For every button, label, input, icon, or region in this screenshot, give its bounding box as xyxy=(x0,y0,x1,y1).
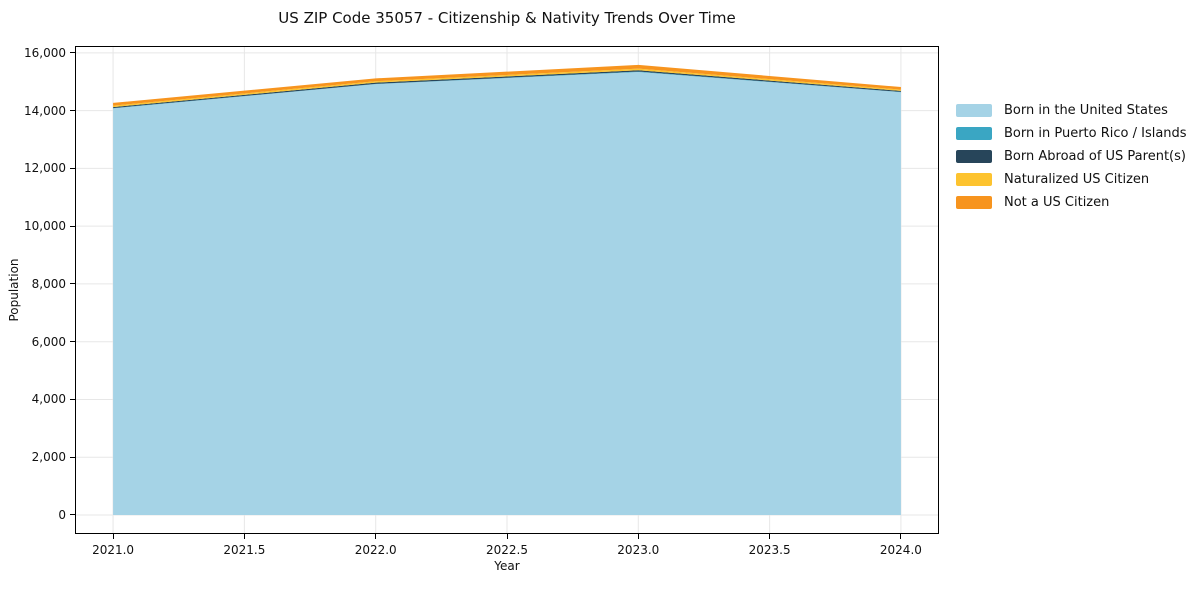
legend-swatch xyxy=(956,173,992,186)
y-tick-mark xyxy=(70,514,75,516)
x-tick-mark xyxy=(243,534,245,539)
legend-label: Born in the United States xyxy=(1004,103,1168,118)
area-series-4 xyxy=(113,64,901,106)
legend-item: Naturalized US Citizen xyxy=(956,168,1187,191)
legend-label: Naturalized US Citizen xyxy=(1004,172,1150,187)
plot-area xyxy=(75,46,939,534)
x-tick-label: 2022.0 xyxy=(354,543,397,557)
legend-label: Born in Puerto Rico / Islands xyxy=(1004,126,1187,141)
plot-border xyxy=(75,46,939,534)
x-tick-label: 2021.0 xyxy=(92,543,135,557)
x-tick-mark xyxy=(112,534,114,539)
stacked-area-plot xyxy=(75,46,939,534)
y-tick-mark xyxy=(70,398,75,400)
y-tick-label: 14,000 xyxy=(24,103,66,118)
y-tick-label: 12,000 xyxy=(24,161,66,176)
x-tick-label: 2022.5 xyxy=(486,543,528,557)
legend-swatch xyxy=(956,196,992,209)
legend-swatch xyxy=(956,150,992,163)
y-tick-mark xyxy=(70,341,75,343)
y-tick-mark xyxy=(70,225,75,227)
legend-item: Born in Puerto Rico / Islands xyxy=(956,122,1187,145)
legend-item: Born in the United States xyxy=(956,99,1187,122)
y-tick-mark xyxy=(70,110,75,112)
y-tick-label: 16,000 xyxy=(24,45,66,60)
y-tick-label: 10,000 xyxy=(24,219,66,234)
x-tick-label: 2023.5 xyxy=(748,543,791,557)
x-tick-label: 2021.5 xyxy=(223,543,266,557)
y-tick-mark xyxy=(70,52,75,54)
x-tick-label: 2024.0 xyxy=(879,543,922,557)
legend-item: Born Abroad of US Parent(s) xyxy=(956,145,1187,168)
y-tick-label: 0 xyxy=(58,507,66,522)
y-tick-mark xyxy=(70,167,75,169)
legend-label: Born Abroad of US Parent(s) xyxy=(1004,149,1186,164)
area-series-3 xyxy=(113,68,901,108)
legend-swatch xyxy=(956,104,992,117)
legend-swatch xyxy=(956,127,992,140)
x-tick-mark xyxy=(769,534,771,539)
legend: Born in the United States Born in Puerto … xyxy=(956,99,1187,214)
y-tick-label: 4,000 xyxy=(31,392,66,407)
x-tick-label: 2023.0 xyxy=(617,543,660,557)
chart-title: US ZIP Code 35057 - Citizenship & Nativi… xyxy=(278,9,736,27)
x-axis-label: Year xyxy=(494,559,520,573)
y-tick-mark xyxy=(70,456,75,458)
legend-item: Not a US Citizen xyxy=(956,191,1187,214)
x-tick-mark xyxy=(375,534,377,539)
area-series-0 xyxy=(113,71,901,515)
y-tick-mark xyxy=(70,283,75,285)
y-tick-label: 2,000 xyxy=(31,450,66,465)
x-tick-mark xyxy=(637,534,639,539)
x-tick-mark xyxy=(506,534,508,539)
y-tick-label: 8,000 xyxy=(31,276,66,291)
legend-label: Not a US Citizen xyxy=(1004,195,1110,210)
x-tick-mark xyxy=(900,534,902,539)
y-tick-label: 6,000 xyxy=(31,334,66,349)
